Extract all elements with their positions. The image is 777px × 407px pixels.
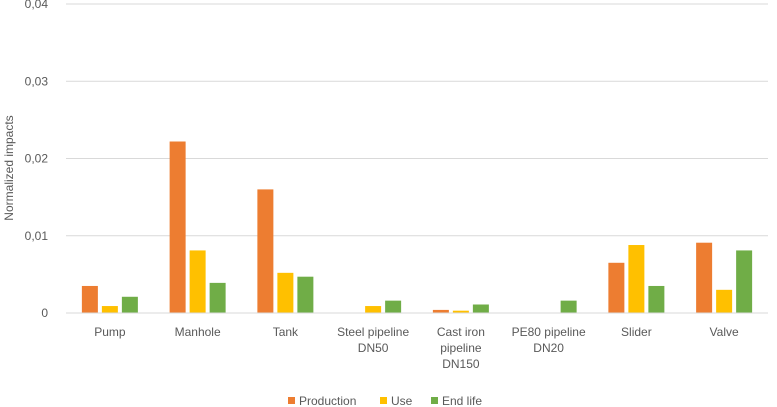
legend-label: Use	[391, 394, 413, 407]
y-tick-label: 0,02	[25, 152, 49, 166]
bar-use	[452, 310, 469, 313]
x-category-line: Manhole	[175, 325, 221, 339]
x-category-label: Steel pipeline DN50	[337, 325, 409, 355]
bar-production	[257, 189, 274, 313]
bar-use	[365, 306, 382, 313]
x-category-line: Steel pipeline	[337, 325, 409, 339]
x-category-line: pipeline	[440, 341, 482, 355]
legend: Production Use End life	[288, 394, 482, 407]
x-category-label: Tank	[273, 325, 299, 339]
x-category-line: DN150	[442, 357, 480, 371]
bar-production	[81, 285, 98, 313]
bar-use	[716, 289, 733, 313]
x-category-label: Manhole	[175, 325, 221, 339]
x-category-line: Slider	[621, 325, 652, 339]
bar-use	[277, 272, 294, 313]
legend-swatch	[288, 397, 295, 404]
x-category-line: DN50	[358, 341, 389, 355]
legend-swatch	[380, 397, 387, 404]
bar-end-life	[472, 304, 489, 313]
bar-production	[432, 309, 449, 313]
x-category-label: Pump	[94, 325, 126, 339]
x-category-line: DN20	[533, 341, 564, 355]
x-category-line: Pump	[94, 325, 126, 339]
y-axis-label: Normalized impacts	[2, 115, 16, 220]
x-category-label: Cast iron pipeline DN150	[437, 325, 485, 371]
y-tick-label: 0,03	[25, 74, 49, 88]
x-category-label: Valve	[710, 325, 739, 339]
x-category-line: Cast iron	[437, 325, 485, 339]
bar-production	[696, 242, 713, 313]
legend-label: Production	[299, 394, 356, 407]
x-category-label: PE80 pipeline DN20	[512, 325, 586, 355]
bar-use	[189, 250, 206, 313]
bar-end-life	[121, 296, 138, 313]
y-tick-label: 0	[41, 306, 48, 320]
bar-use	[101, 306, 118, 313]
legend-swatch	[431, 397, 438, 404]
bar-production	[169, 141, 186, 313]
bar-end-life	[560, 300, 577, 313]
x-category-line: Tank	[273, 325, 299, 339]
bar-end-life	[209, 282, 226, 313]
bar-end-life	[648, 285, 665, 313]
y-tick-label: 0,01	[25, 229, 49, 243]
x-category-line: PE80 pipeline	[512, 325, 586, 339]
bar-end-life	[385, 300, 402, 313]
bar-production	[608, 262, 625, 313]
bar-end-life	[297, 276, 314, 313]
bar-use	[628, 245, 645, 313]
x-category-label: Slider	[621, 325, 652, 339]
x-category-line: Valve	[710, 325, 739, 339]
bars	[81, 141, 753, 313]
y-axis-ticks: 0 0,01 0,02 0,03 0,04	[25, 0, 49, 320]
legend-label: End life	[442, 394, 482, 407]
bar-end-life	[736, 250, 753, 313]
y-tick-label: 0,04	[25, 0, 49, 11]
x-axis-categories: Pump Manhole Tank Steel pipeline DN50 Cast ir…	[94, 325, 739, 371]
